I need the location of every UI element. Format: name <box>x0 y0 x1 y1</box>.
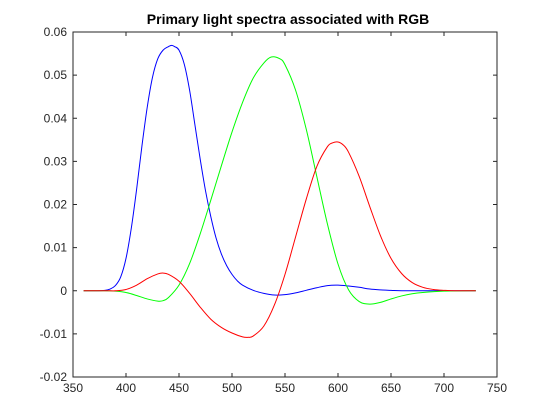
y-tick-label: 0.04 <box>44 111 68 125</box>
y-tick-label: 0.02 <box>44 198 68 212</box>
y-tick-label: -0.01 <box>40 327 68 341</box>
axes-box <box>72 31 498 378</box>
x-tick-label: 350 <box>63 381 83 395</box>
x-tick-label: 700 <box>434 381 454 395</box>
plot-area: 350 400 450 500 550 600 650 700 750 -0.02 -0.01 0 0.… <box>40 25 508 395</box>
x-tick-label: 750 <box>487 381 507 395</box>
y-tick-label: 0.05 <box>44 68 68 82</box>
y-tick-label: 0.01 <box>44 241 68 255</box>
x-tick-label: 550 <box>275 381 295 395</box>
x-tick-label: 650 <box>381 381 401 395</box>
x-tick-label: 500 <box>222 381 242 395</box>
y-tick-label: 0.06 <box>44 25 68 39</box>
series-line-green <box>83 56 476 305</box>
x-tick-label: 600 <box>328 381 348 395</box>
series-line-blue <box>83 44 476 296</box>
x-tick-label: 400 <box>116 381 136 395</box>
x-tick-label: 450 <box>169 381 189 395</box>
chart-title: Primary light spectra associated with RG… <box>147 11 429 27</box>
series-line-red <box>83 141 476 338</box>
y-tick-label: 0 <box>60 284 67 298</box>
y-tick-label: 0.03 <box>44 154 68 168</box>
y-tick-label: -0.02 <box>40 370 68 384</box>
